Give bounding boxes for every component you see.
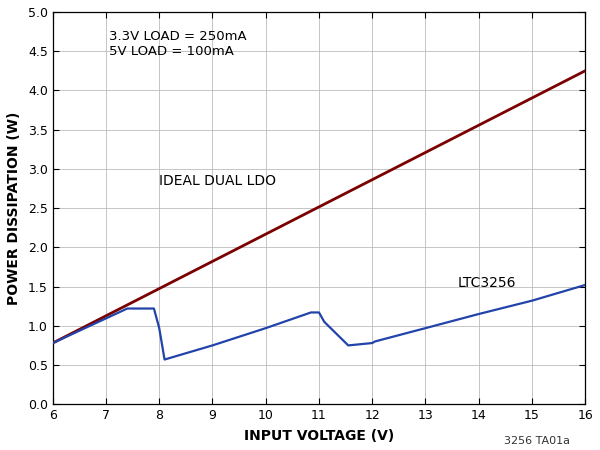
Text: IDEAL DUAL LDO: IDEAL DUAL LDO <box>159 174 276 188</box>
Y-axis label: POWER DISSIPATION (W): POWER DISSIPATION (W) <box>7 112 21 305</box>
Text: 3256 TA01a: 3256 TA01a <box>504 436 570 446</box>
X-axis label: INPUT VOLTAGE (V): INPUT VOLTAGE (V) <box>244 429 394 443</box>
Text: LTC3256: LTC3256 <box>457 275 516 289</box>
Text: 3.3V LOAD = 250mA
5V LOAD = 100mA: 3.3V LOAD = 250mA 5V LOAD = 100mA <box>109 30 246 58</box>
